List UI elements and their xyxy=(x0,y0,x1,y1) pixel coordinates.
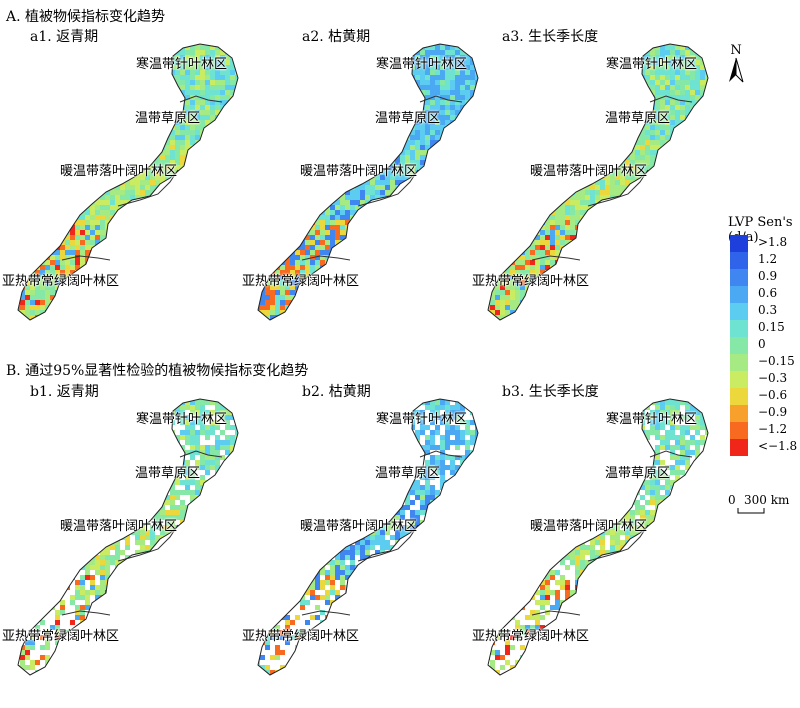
legend-swatch xyxy=(730,303,748,320)
map-b2 xyxy=(257,398,479,676)
panel-title-b2: b2. 枯黄期 xyxy=(302,384,371,400)
panel-title-b1: b1. 返青期 xyxy=(30,384,99,400)
legend-label: 0.15 xyxy=(758,320,785,334)
map-panel-b1: b1. 返青期寒温带针叶林区 温带草原区暖温带落叶阔叶林区亚热带常绿阔叶林区 xyxy=(0,375,240,695)
panel-title-b3: b3. 生长季长度 xyxy=(502,384,599,400)
scale-distance-label: 300 km xyxy=(744,493,790,507)
zone-label: 亚热带常绿阔叶林区 xyxy=(472,629,590,644)
zone-label: 亚热带常绿阔叶林区 xyxy=(472,274,590,289)
map-a3 xyxy=(487,43,709,321)
zone-boundary xyxy=(179,95,223,103)
zone-boundary xyxy=(419,95,463,103)
legend-swatch xyxy=(730,388,748,405)
zone-label: 暖温带落叶阔叶林区 xyxy=(60,519,178,534)
zone-label: 亚热带常绿阔叶林区 xyxy=(2,274,120,289)
legend-color-bar xyxy=(730,235,748,456)
panel-title-a2: a2. 枯黄期 xyxy=(302,29,371,45)
zone-boundary xyxy=(357,524,419,562)
map-b1 xyxy=(17,398,239,676)
map-panel-a1: a1. 返青期寒温带针叶林区 温带草原区暖温带落叶阔叶林区亚热带常绿阔叶林区 xyxy=(0,20,240,340)
zone-label: 亚热带常绿阔叶林区 xyxy=(2,629,120,644)
zone-label: 暖温带落叶阔叶林区 xyxy=(530,519,648,534)
region-outline xyxy=(487,43,709,321)
zone-boundary xyxy=(117,524,179,562)
scale-bar: 0 300 km xyxy=(728,492,800,522)
section-a-title: A. 植被物候指标变化趋势 xyxy=(6,9,166,25)
legend-label: 0.6 xyxy=(758,286,778,300)
legend-label: −0.15 xyxy=(758,354,795,368)
legend-swatch xyxy=(730,354,748,371)
zone-label: 温带草原区 xyxy=(135,466,201,481)
legend-label: 0.3 xyxy=(758,303,778,317)
zone-label: 暖温带落叶阔叶林区 xyxy=(300,519,418,534)
zone-label: 温带草原区 xyxy=(605,466,671,481)
legend-swatch xyxy=(730,405,748,422)
region-outline xyxy=(257,398,479,676)
region-outline xyxy=(17,398,239,676)
legend-swatch xyxy=(730,286,748,303)
zone-label: 寒温带针叶林区 xyxy=(376,57,468,72)
legend-swatch xyxy=(730,252,748,269)
panel-title-a3: a3. 生长季长度 xyxy=(502,29,599,45)
zone-label: 亚热带常绿阔叶林区 xyxy=(242,629,360,644)
legend-label: −1.2 xyxy=(758,422,788,436)
north-arrow-icon xyxy=(729,58,736,82)
map-panel-b2: b2. 枯黄期 寒温带针叶林区 温带草原区暖温带落叶阔叶林区亚热带常绿阔叶林区 xyxy=(240,375,480,695)
zone-label: 寒温带针叶林区 xyxy=(376,412,468,427)
region-outline xyxy=(487,398,709,676)
map-panel-a3: a3. 生长季长度 寒温带针叶林区 温带草原区暖温带落叶阔叶林区亚热带常绿阔叶林区 xyxy=(470,20,710,340)
legend-label: −0.9 xyxy=(758,405,788,419)
zone-label: 温带草原区 xyxy=(135,111,201,126)
scale-zero-label: 0 xyxy=(728,493,736,507)
legend-label: −0.3 xyxy=(758,371,788,385)
zone-boundary xyxy=(649,450,693,458)
north-arrow: N xyxy=(726,42,746,92)
legend-label: 0 xyxy=(758,337,766,351)
map-panel-a2: a2. 枯黄期 寒温带针叶林区 温带草原区暖温带落叶阔叶林区亚热带常绿阔叶林区 xyxy=(240,20,480,340)
zone-boundary xyxy=(357,169,419,207)
zone-label: 温带草原区 xyxy=(375,111,441,126)
legend: LVP Sen's (d/a) >1.81.20.90.60.30.150−0.… xyxy=(728,215,800,456)
zone-boundary xyxy=(419,450,463,458)
zone-label: 寒温带针叶林区 xyxy=(606,57,698,72)
zone-label: 温带草原区 xyxy=(375,466,441,481)
zone-label: 暖温带落叶阔叶林区 xyxy=(300,164,418,179)
zone-label: 暖温带落叶阔叶林区 xyxy=(60,164,178,179)
section-b-title: B. 通过95%显著性检验的植被物候指标变化趋势 xyxy=(6,363,309,379)
legend-swatch xyxy=(730,320,748,337)
zone-label: 温带草原区 xyxy=(605,111,671,126)
legend-swatch xyxy=(730,422,748,439)
legend-swatch xyxy=(730,269,748,286)
panel-title-a1: a1. 返青期 xyxy=(30,29,99,45)
map-b3 xyxy=(487,398,709,676)
legend-label: −0.6 xyxy=(758,388,788,402)
legend-swatch xyxy=(730,371,748,388)
zone-boundary xyxy=(587,169,649,207)
region-outline xyxy=(257,43,479,321)
map-a1 xyxy=(17,43,239,321)
map-panel-b3: b3. 生长季长度 寒温带针叶林区 温带草原区暖温带落叶阔叶林区亚热带常绿阔叶林区 xyxy=(470,375,710,695)
north-arrow-label: N xyxy=(730,43,741,58)
legend-label: 0.9 xyxy=(758,269,778,283)
zone-label: 寒温带针叶林区 xyxy=(136,57,228,72)
legend-label: >1.8 xyxy=(758,235,788,249)
zone-boundary xyxy=(649,95,693,103)
region-outline xyxy=(17,43,239,321)
scale-bar-line xyxy=(737,508,765,514)
legend-swatch xyxy=(730,439,748,456)
zone-label: 寒温带针叶林区 xyxy=(136,412,228,427)
zone-label: 暖温带落叶阔叶林区 xyxy=(530,164,648,179)
zone-boundary xyxy=(587,524,649,562)
zone-boundary xyxy=(179,450,223,458)
legend-label: 1.2 xyxy=(758,252,778,266)
legend-label: <−1.8 xyxy=(758,439,798,453)
legend-swatch xyxy=(730,235,748,252)
zone-boundary xyxy=(117,169,179,207)
zone-label: 亚热带常绿阔叶林区 xyxy=(242,274,360,289)
legend-swatch xyxy=(730,337,748,354)
map-a2 xyxy=(257,43,479,321)
zone-label: 寒温带针叶林区 xyxy=(606,412,698,427)
